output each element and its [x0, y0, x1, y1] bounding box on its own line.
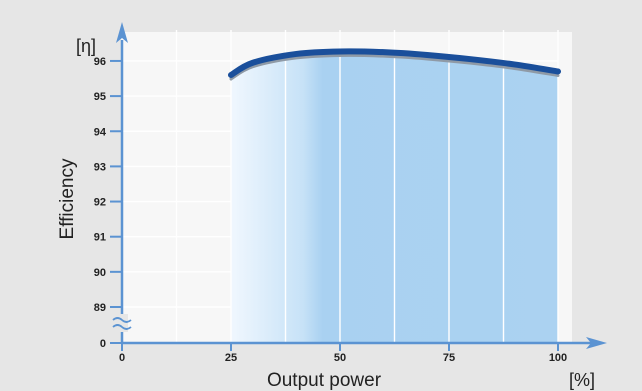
- y-tick-label-91: 91: [94, 232, 106, 244]
- y-tick-label-94: 94: [94, 126, 107, 138]
- x-tick-label-100: 100: [549, 352, 567, 364]
- y-tick-label-93: 93: [94, 161, 106, 173]
- y-axis-arrow-icon: [116, 22, 128, 43]
- y-tick-label-89: 89: [94, 302, 106, 314]
- axes: [120, 40, 595, 345]
- y-axis-title: Efficiency: [57, 158, 78, 239]
- y-tick-label-0: 0: [100, 338, 106, 350]
- y-tick-label-92: 92: [94, 197, 106, 209]
- x-tick-label-50: 50: [334, 352, 346, 364]
- y-tick-label-90: 90: [94, 267, 106, 279]
- x-unit-label: [%]: [569, 370, 595, 390]
- y-tick-label-95: 95: [94, 91, 106, 103]
- x-axis-arrow-icon: [586, 337, 607, 349]
- y-tick-label-96: 96: [94, 56, 106, 68]
- y-unit-label: [η]: [76, 36, 96, 56]
- axis-break-icon: [112, 317, 132, 330]
- tick-labels: 0 89 90 91 92 93 94 95 96 0 25 50 75 100: [94, 56, 567, 364]
- x-axis-title: Output power: [267, 370, 382, 391]
- x-tick-label-75: 75: [443, 352, 455, 364]
- x-tick-label-25: 25: [225, 352, 237, 364]
- efficiency-line-shadow: [229, 53, 560, 81]
- grid-over-area: [230, 30, 559, 343]
- efficiency-line: [228, 48, 561, 79]
- tick-marks: [110, 59, 559, 351]
- x-tick-label-0: 0: [119, 352, 125, 364]
